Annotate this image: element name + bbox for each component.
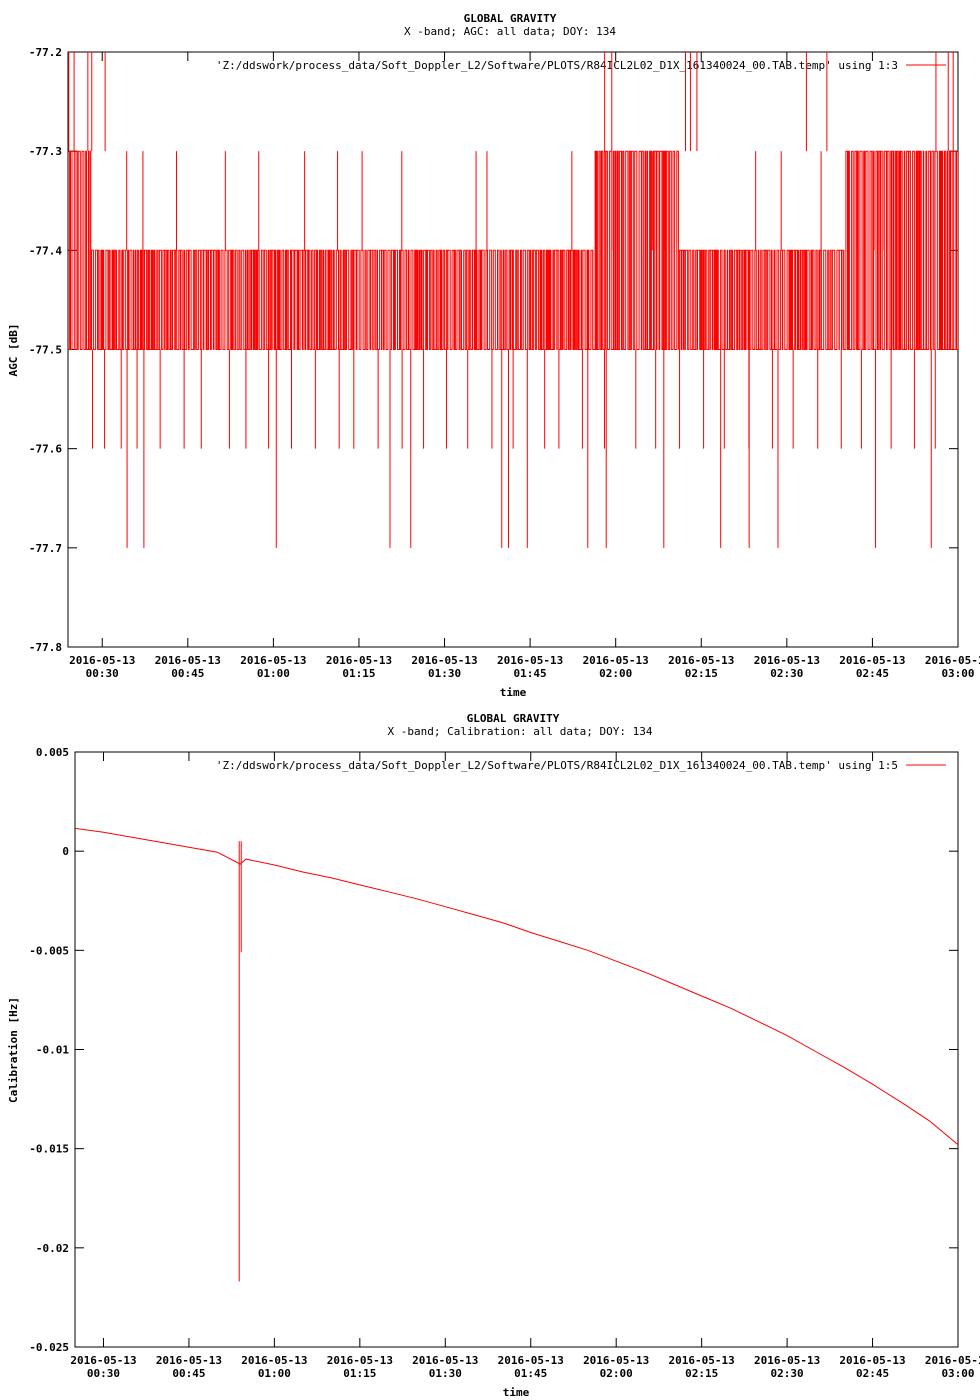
agc-x-tick-label-date: 2016-05-13 <box>583 654 649 667</box>
calibration-x-tick-label-date: 2016-05-13 <box>839 1354 905 1367</box>
agc-chart-subtitle: X -band; AGC: all data; DOY: 134 <box>404 25 616 38</box>
agc-baseline-segment <box>68 150 92 350</box>
agc-series-line <box>68 52 958 548</box>
agc-x-tick-label-time: 01:15 <box>342 667 375 680</box>
calibration-x-tick-label-time: 01:00 <box>258 1367 291 1380</box>
calibration-x-tick-label-time: 01:45 <box>514 1367 547 1380</box>
agc-x-tick-label-date: 2016-05-13 <box>839 654 905 667</box>
calibration-x-tick-label-time: 02:15 <box>685 1367 718 1380</box>
calibration-legend-label: 'Z:/ddswork/process_data/Soft_Doppler_L2… <box>216 759 898 772</box>
calibration-y-tick-label: 0.005 <box>36 746 69 759</box>
calibration-x-tick-label-time: 02:45 <box>856 1367 889 1380</box>
calibration-x-tick-label-time: 00:30 <box>87 1367 120 1380</box>
calibration-y-axis-label: Calibration [Hz] <box>7 997 20 1103</box>
agc-x-tick-label-time: 03:00 <box>941 667 974 680</box>
agc-x-tick-label-date: 2016-05-13 <box>411 654 477 667</box>
calibration-series <box>75 827 958 1282</box>
calibration-chart-subtitle: X -band; Calibration: all data; DOY: 134 <box>388 725 653 738</box>
calibration-x-tick-label-date: 2016-05-13 <box>156 1354 222 1367</box>
agc-x-tick-label-time: 01:45 <box>514 667 547 680</box>
agc-baseline-segment <box>678 249 845 350</box>
agc-baseline-segment <box>90 249 594 350</box>
calibration-x-tick-label-date: 2016-05-13 <box>925 1354 980 1367</box>
calibration-series-line <box>75 827 958 1146</box>
agc-x-tick-label-time: 00:45 <box>171 667 204 680</box>
calibration-x-tick-label-date: 2016-05-13 <box>583 1354 649 1367</box>
agc-baseline-segment <box>592 150 679 350</box>
calibration-chart: GLOBAL GRAVITY X -band; Calibration: all… <box>7 712 980 1399</box>
agc-baseline-segment <box>843 150 958 350</box>
agc-x-tick-label-date: 2016-05-13 <box>668 654 734 667</box>
calibration-y-tick-label: -0.015 <box>29 1143 69 1156</box>
calibration-x-tick-label-date: 2016-05-13 <box>70 1354 136 1367</box>
agc-x-tick-label-time: 02:15 <box>685 667 718 680</box>
agc-x-tick-label-date: 2016-05-13 <box>326 654 392 667</box>
calibration-x-axis-label: time <box>503 1386 530 1399</box>
calibration-plot-frame <box>74 751 959 1348</box>
agc-y-tick-label: -77.5 <box>29 344 62 357</box>
agc-x-tick-label-time: 01:30 <box>428 667 461 680</box>
calibration-x-tick-label-time: 03:00 <box>941 1367 974 1380</box>
agc-y-axis-label: AGC [dB] <box>7 324 20 377</box>
calibration-x-tick-label-date: 2016-05-13 <box>327 1354 393 1367</box>
calibration-y-tick-label: -0.025 <box>29 1341 69 1354</box>
calibration-y-tick-label: 0 <box>62 845 69 858</box>
calibration-x-tick-label-date: 2016-05-13 <box>412 1354 478 1367</box>
calibration-chart-title: GLOBAL GRAVITY <box>467 712 560 725</box>
calibration-y-tick-label: -0.02 <box>36 1242 69 1255</box>
agc-x-tick-label-time: 02:30 <box>770 667 803 680</box>
calibration-x-tick-label-time: 00:45 <box>172 1367 205 1380</box>
calibration-x-tick-label-time: 01:30 <box>429 1367 462 1380</box>
agc-y-tick-label: -77.8 <box>29 641 62 654</box>
calibration-x-tick-label-date: 2016-05-13 <box>241 1354 307 1367</box>
agc-x-tick-label-date: 2016-05-13 <box>69 654 135 667</box>
agc-x-tick-label-date: 2016-05-13 <box>155 654 221 667</box>
agc-x-tick-label-date: 2016-05-13 <box>925 654 980 667</box>
agc-chart-title: GLOBAL GRAVITY <box>464 12 557 25</box>
agc-legend-label: 'Z:/ddswork/process_data/Soft_Doppler_L2… <box>216 59 898 72</box>
calibration-y-tick-label: -0.01 <box>36 1044 69 1057</box>
agc-y-tick-label: -77.6 <box>29 443 62 456</box>
calibration-x-tick-label-time: 02:00 <box>600 1367 633 1380</box>
agc-y-tick-label: -77.4 <box>29 244 62 257</box>
calibration-x-tick-label-date: 2016-05-13 <box>498 1354 564 1367</box>
agc-x-tick-label-time: 00:30 <box>86 667 119 680</box>
calibration-x-tick-label-time: 01:15 <box>343 1367 376 1380</box>
agc-x-tick-label-time: 02:45 <box>856 667 889 680</box>
agc-x-tick-label-time: 02:00 <box>599 667 632 680</box>
agc-x-tick-label-time: 01:00 <box>257 667 290 680</box>
calibration-y-tick-label: -0.005 <box>29 944 69 957</box>
agc-y-tick-label: -77.7 <box>29 542 62 555</box>
calibration-x-tick-label-time: 02:30 <box>771 1367 804 1380</box>
agc-y-tick-label: -77.3 <box>29 145 62 158</box>
agc-x-tick-label-date: 2016-05-13 <box>754 654 820 667</box>
agc-x-axis-label: time <box>500 686 527 699</box>
agc-chart: GLOBAL GRAVITY X -band; AGC: all data; D… <box>7 12 980 699</box>
calibration-x-tick-label-date: 2016-05-13 <box>754 1354 820 1367</box>
calibration-x-tick-label-date: 2016-05-13 <box>669 1354 735 1367</box>
agc-x-tick-label-date: 2016-05-13 <box>240 654 306 667</box>
agc-y-tick-label: -77.2 <box>29 46 62 59</box>
agc-x-tick-label-date: 2016-05-13 <box>497 654 563 667</box>
